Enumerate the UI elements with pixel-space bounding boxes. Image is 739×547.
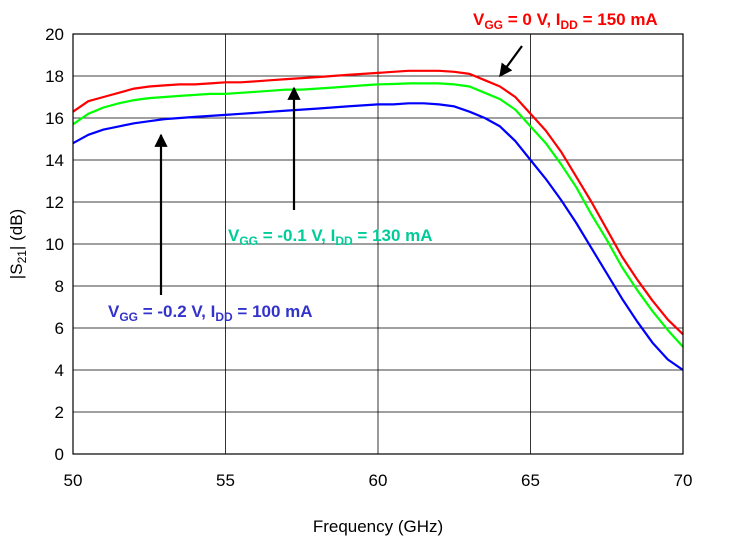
y-tick-label: 20 xyxy=(45,25,64,44)
y-tick-label: 4 xyxy=(55,361,64,380)
x-tick-label: 55 xyxy=(216,471,235,490)
series-line-2 xyxy=(72,102,684,371)
annotation-green: VGG = -0.1 V, IDD = 130 mA xyxy=(228,226,433,248)
x-tick-label: 65 xyxy=(521,471,540,490)
x-tick-label: 60 xyxy=(369,471,388,490)
x-tick-labels: 50 55 60 65 70 xyxy=(64,471,693,490)
y-tick-labels: 0 2 4 6 8 10 12 14 16 18 20 xyxy=(45,25,64,464)
y-tick-label: 2 xyxy=(55,403,64,422)
y-tick-label: 8 xyxy=(55,277,64,296)
arrow-red xyxy=(499,45,523,78)
y-axis-label: |S21| (dB) xyxy=(7,209,29,279)
series-line-1 xyxy=(72,82,684,348)
y-tick-label: 14 xyxy=(45,151,64,170)
y-tick-label: 16 xyxy=(45,109,64,128)
series-line-0 xyxy=(72,69,684,336)
y-tick-label: 12 xyxy=(45,193,64,212)
x-axis-label: Frequency (GHz) xyxy=(313,517,443,536)
x-tick-label: 70 xyxy=(674,471,693,490)
y-tick-label: 0 xyxy=(55,445,64,464)
y-tick-label: 10 xyxy=(45,235,64,254)
series-layer xyxy=(72,69,684,371)
annotation-blue: VGG = -0.2 V, IDD = 100 mA xyxy=(108,302,313,324)
y-tick-label: 6 xyxy=(55,319,64,338)
annotation-red: VGG = 0 V, IDD = 150 mA xyxy=(473,10,658,32)
x-tick-label: 50 xyxy=(64,471,83,490)
y-tick-label: 18 xyxy=(45,67,64,86)
plot-frame xyxy=(72,33,684,455)
